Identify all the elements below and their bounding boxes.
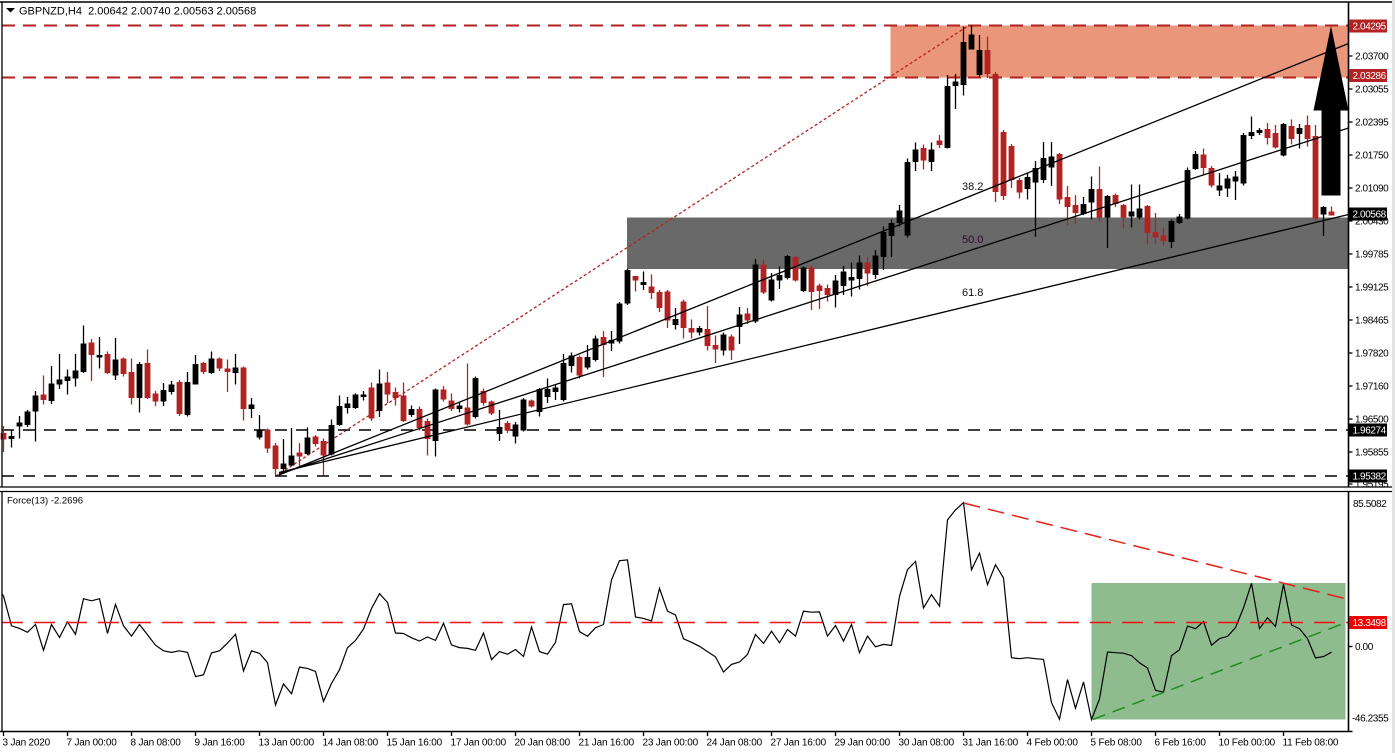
svg-text:Force(13) -2.2696: Force(13) -2.2696	[7, 496, 83, 507]
svg-text:2.03700: 2.03700	[1355, 52, 1389, 63]
svg-text:15 Jan 16:00: 15 Jan 16:00	[387, 738, 443, 749]
svg-text:-46.2355: -46.2355	[1352, 714, 1389, 725]
svg-text:30 Jan 08:00: 30 Jan 08:00	[899, 738, 955, 749]
svg-text:0.00: 0.00	[1355, 642, 1374, 653]
svg-text:31 Jan 16:00: 31 Jan 16:00	[963, 738, 1019, 749]
svg-text:2.04295: 2.04295	[1353, 22, 1387, 33]
svg-text:23 Jan 00:00: 23 Jan 00:00	[643, 738, 699, 749]
svg-text:1.95855: 1.95855	[1355, 448, 1389, 459]
svg-text:2.03286: 2.03286	[1353, 71, 1387, 82]
svg-text:85.5082: 85.5082	[1353, 499, 1387, 510]
svg-text:61.8: 61.8	[962, 287, 983, 299]
svg-text:2.00568: 2.00568	[1353, 210, 1387, 221]
svg-text:20 Jan 08:00: 20 Jan 08:00	[515, 738, 571, 749]
svg-text:10 Feb 00:00: 10 Feb 00:00	[1219, 738, 1276, 749]
svg-text:2.02395: 2.02395	[1355, 118, 1389, 129]
svg-text:50.0: 50.0	[962, 234, 983, 246]
svg-text:3 Jan 2020: 3 Jan 2020	[3, 738, 51, 749]
svg-text:1.97820: 1.97820	[1355, 349, 1389, 360]
svg-text:1.99785: 1.99785	[1355, 250, 1389, 261]
svg-text:27 Jan 16:00: 27 Jan 16:00	[771, 738, 827, 749]
svg-text:GBPNZD,H4 2.00642 2.00740 2.0: GBPNZD,H4 2.00642 2.00740 2.00563 2.0056…	[19, 6, 256, 18]
svg-text:6 Feb 16:00: 6 Feb 16:00	[1155, 738, 1207, 749]
svg-text:17 Jan 00:00: 17 Jan 00:00	[451, 738, 507, 749]
svg-text:1.97160: 1.97160	[1355, 382, 1389, 393]
svg-text:4 Feb 00:00: 4 Feb 00:00	[1027, 738, 1079, 749]
svg-text:2.01750: 2.01750	[1355, 151, 1389, 162]
svg-text:9 Jan 16:00: 9 Jan 16:00	[195, 738, 246, 749]
svg-text:29 Jan 00:00: 29 Jan 00:00	[835, 738, 891, 749]
svg-text:2.00430: 2.00430	[1355, 217, 1389, 228]
svg-text:14 Jan 08:00: 14 Jan 08:00	[323, 738, 379, 749]
svg-text:1.98465: 1.98465	[1355, 316, 1389, 327]
svg-text:38.2: 38.2	[962, 181, 983, 193]
svg-text:1.95382: 1.95382	[1353, 472, 1387, 483]
svg-text:11 Feb 08:00: 11 Feb 08:00	[1283, 738, 1339, 749]
svg-text:1.95195: 1.95195	[1355, 480, 1389, 491]
svg-text:1.96274: 1.96274	[1353, 426, 1387, 437]
svg-text:5 Feb 08:00: 5 Feb 08:00	[1091, 738, 1143, 749]
svg-text:8 Jan 08:00: 8 Jan 08:00	[131, 738, 182, 749]
svg-text:7 Jan 00:00: 7 Jan 00:00	[67, 738, 118, 749]
svg-text:24 Jan 08:00: 24 Jan 08:00	[707, 738, 763, 749]
svg-text:2.03055: 2.03055	[1355, 85, 1389, 96]
svg-text:1.99125: 1.99125	[1355, 283, 1389, 294]
svg-text:2.01090: 2.01090	[1355, 184, 1389, 195]
svg-text:13 Jan 00:00: 13 Jan 00:00	[259, 738, 315, 749]
svg-text:21 Jan 16:00: 21 Jan 16:00	[579, 738, 635, 749]
svg-text:13.3498: 13.3498	[1353, 618, 1387, 629]
svg-text:1.96500: 1.96500	[1355, 415, 1389, 426]
